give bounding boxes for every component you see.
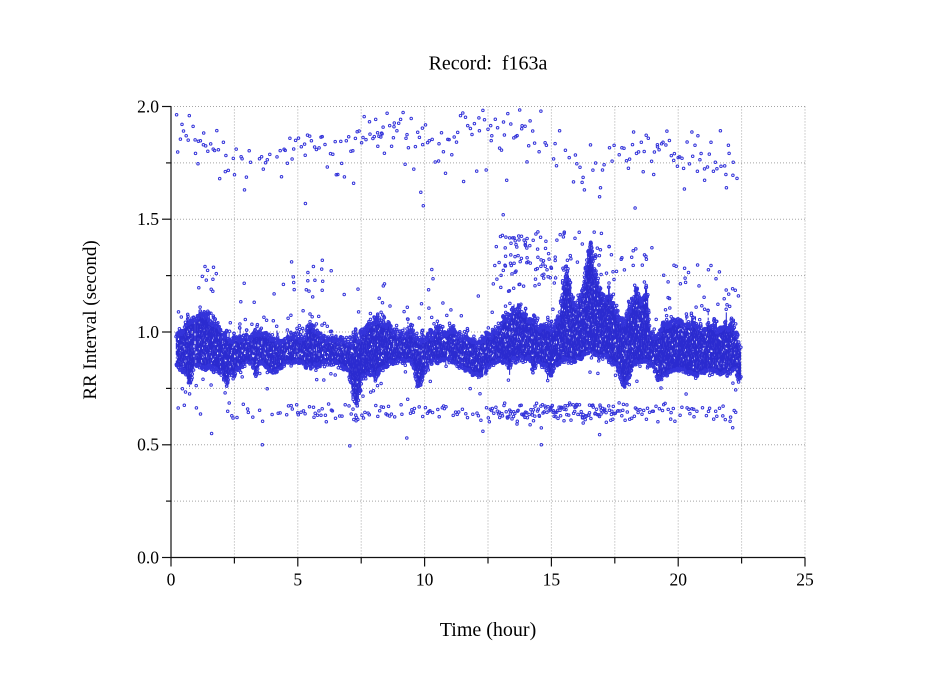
svg-text:0: 0: [167, 570, 176, 590]
svg-text:1.0: 1.0: [137, 322, 159, 342]
svg-text:2.0: 2.0: [137, 96, 159, 116]
svg-text:Record: f163a: Record: f163a: [429, 53, 548, 75]
svg-text:1.5: 1.5: [137, 209, 159, 229]
svg-text:10: 10: [416, 570, 434, 590]
svg-text:RR Interval (second): RR Interval (second): [80, 240, 101, 399]
svg-text:5: 5: [293, 570, 302, 590]
svg-text:Time (hour): Time (hour): [440, 619, 536, 641]
svg-text:0.0: 0.0: [137, 547, 159, 567]
svg-text:15: 15: [543, 570, 561, 590]
svg-text:25: 25: [796, 570, 814, 590]
svg-text:20: 20: [669, 570, 687, 590]
svg-text:0.5: 0.5: [137, 435, 159, 455]
